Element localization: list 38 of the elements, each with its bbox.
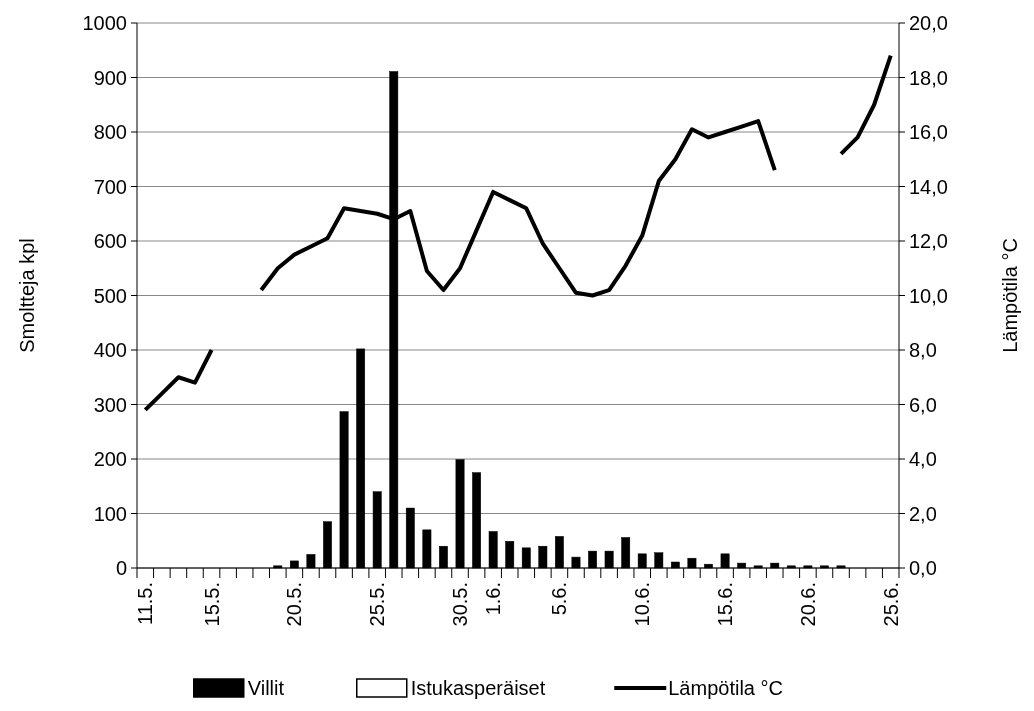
legend-label: Istukasperäiset [410,677,546,699]
y-tick-label: 0 [115,557,127,579]
y2-tick-label: 0,0 [909,557,937,579]
y-tick-label: 400 [93,339,127,361]
x-tick-label: 20.5. [283,582,306,627]
x-tick-label: 5.6. [548,582,571,616]
x-tick-label: 30.5. [449,582,472,627]
x-tick-label: 15.5. [200,582,223,627]
x-tick-label: 1.6. [482,582,505,616]
legend-label: Lämpötila °C [668,677,783,699]
y-tick-label: 600 [93,230,127,252]
x-tick-label: 25.5. [366,582,389,627]
x-tick-label: 15.6. [714,582,737,627]
y-tick-label: 500 [93,284,127,307]
y-tick-label: 800 [93,121,127,143]
y-tick-label: 100 [93,502,127,525]
y2-tick-label: 12,0 [909,230,948,252]
y2-tick-label: 8,0 [909,339,937,361]
y2-tick-label: 20,0 [909,12,948,34]
x-tick-label: 10.6. [631,582,654,627]
y2-tick-label: 14,0 [909,175,948,198]
y-tick-label: 1000 [82,12,127,34]
y2-axis-title: Lämpötila °C [999,238,1021,353]
y2-tick-label: 18,0 [909,66,948,89]
y2-tick-label: 6,0 [909,393,937,416]
y-tick-label: 300 [93,393,127,416]
y2-tick-label: 16,0 [909,121,948,143]
y-tick-label: 700 [93,175,127,198]
y-tick-label: 200 [93,448,127,470]
x-tick-label: 11.5. [134,582,157,625]
x-tick-label: 20.6. [796,582,819,627]
y2-tick-label: 10,0 [909,284,948,307]
y2-tick-label: 4,0 [909,448,937,470]
legend-label: Villit [247,677,285,699]
x-tick-label: 25.6. [879,582,902,627]
y-axis-title: Smoltteja kpl [16,238,38,353]
y2-tick-label: 2,0 [909,502,937,525]
y-tick-label: 900 [93,66,127,89]
